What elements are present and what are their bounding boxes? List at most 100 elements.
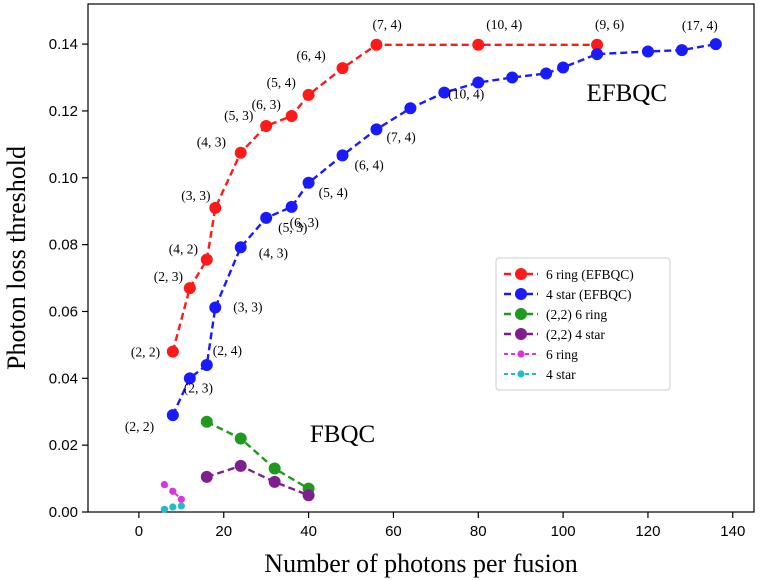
data-point — [506, 71, 519, 84]
legend-label: 4 star (EFBQC) — [546, 287, 632, 302]
legend-label: (2,2) 6 ring — [546, 307, 607, 322]
legend-item: 4 star (EFBQC) — [504, 287, 632, 302]
point-label: (2, 2) — [131, 345, 160, 360]
point-label: (5, 4) — [319, 185, 348, 200]
point-label: (6, 3) — [290, 215, 319, 230]
data-point — [177, 495, 185, 503]
x-tick-label: 100 — [551, 523, 576, 540]
x-tick-label: 140 — [720, 523, 745, 540]
data-point — [234, 459, 247, 472]
legend-marker — [517, 370, 525, 378]
data-point — [260, 211, 273, 224]
data-point — [268, 462, 281, 475]
data-point — [285, 109, 298, 122]
data-point — [177, 502, 185, 510]
legend-marker — [515, 328, 527, 340]
point-label: (5, 3) — [278, 220, 307, 235]
data-point — [260, 119, 273, 132]
y-axis-title: Photon loss threshold — [2, 146, 31, 370]
y-tick-label: 0.04 — [49, 370, 78, 387]
data-point — [268, 475, 281, 488]
data-point — [591, 38, 604, 51]
point-label: (6, 3) — [252, 97, 281, 112]
x-tick-label: 20 — [215, 523, 232, 540]
point-label: (2, 4) — [213, 343, 242, 358]
series-line-1 — [171, 42, 717, 416]
data-point — [166, 409, 179, 422]
data-point — [200, 358, 213, 371]
point-label: (5, 4) — [267, 75, 296, 90]
legend-marker — [517, 350, 525, 358]
data-point — [169, 487, 177, 495]
point-label: (4, 3) — [259, 245, 288, 260]
legend-marker — [515, 288, 527, 300]
plot-frame — [87, 3, 755, 513]
data-point — [302, 88, 315, 101]
data-point — [160, 505, 168, 513]
point-label: (2, 3) — [184, 380, 213, 395]
data-point — [370, 123, 383, 136]
point-label: (7, 4) — [386, 129, 415, 144]
efbqc-annotation: EFBQC — [586, 80, 667, 107]
legend-marker — [515, 268, 527, 280]
data-point — [209, 301, 222, 314]
legend-item: (2,2) 4 star — [504, 327, 605, 342]
fbqc-annotation: FBQC — [310, 421, 375, 448]
data-point — [234, 241, 247, 254]
data-point — [302, 176, 315, 189]
data-point — [302, 489, 315, 502]
legend-item: 4 star — [504, 367, 576, 382]
data-point — [234, 432, 247, 445]
data-point — [183, 372, 196, 385]
legend-marker — [515, 308, 527, 320]
point-label: (5, 3) — [224, 108, 253, 123]
point-label: (9, 6) — [595, 17, 624, 32]
y-tick-label: 0.00 — [49, 504, 78, 521]
x-tick-label: 80 — [470, 523, 487, 540]
legend-item: 6 ring (EFBQC) — [504, 267, 634, 282]
data-point — [404, 102, 417, 115]
point-label: (17, 4) — [682, 18, 718, 33]
data-point — [285, 200, 298, 213]
y-tick-label: 0.10 — [49, 170, 78, 187]
y-tick-label: 0.12 — [49, 103, 78, 120]
point-label: (10, 4) — [448, 87, 484, 102]
data-point — [166, 345, 179, 358]
x-tick-label: 120 — [635, 523, 660, 540]
data-point — [200, 415, 213, 428]
legend-item: 6 ring — [504, 347, 578, 362]
data-point — [472, 76, 485, 89]
data-point — [370, 38, 383, 51]
point-label: (3, 3) — [181, 188, 210, 203]
point-label: (6, 4) — [297, 48, 326, 63]
point-label: (4, 2) — [169, 242, 198, 257]
x-tick-label: 0 — [135, 523, 143, 540]
data-point — [675, 44, 688, 57]
data-point — [234, 146, 247, 159]
legend-item: (2,2) 6 ring — [504, 307, 607, 322]
point-label: (3, 3) — [233, 299, 262, 314]
data-point — [591, 48, 604, 61]
data-point — [641, 45, 654, 58]
data-point — [336, 62, 349, 75]
data-point — [160, 480, 168, 489]
data-point — [438, 86, 451, 99]
y-tick-label: 0.06 — [49, 303, 78, 320]
x-tick-label: 60 — [385, 523, 402, 540]
point-label: (6, 4) — [355, 157, 384, 172]
legend-label: 4 star — [546, 367, 576, 382]
point-label: (7, 4) — [372, 17, 401, 32]
y-tick-label: 0.08 — [49, 237, 78, 254]
data-point — [183, 282, 196, 295]
y-tick-label: 0.02 — [49, 437, 78, 454]
series-line-2 — [206, 420, 310, 490]
legend-box — [495, 257, 671, 391]
point-label: (2, 3) — [154, 269, 183, 284]
plot-layer: 0 20 40 60 80 100 120 140 0.00 0.02 0.04 0.06 0.08 0.… — [2, 3, 755, 578]
point-label: (2, 2) — [125, 419, 154, 434]
data-point — [169, 503, 177, 511]
legend-label: 6 ring — [546, 347, 578, 362]
series-line-3 — [206, 464, 310, 497]
x-axis-title: Number of photons per fusion — [264, 549, 577, 578]
